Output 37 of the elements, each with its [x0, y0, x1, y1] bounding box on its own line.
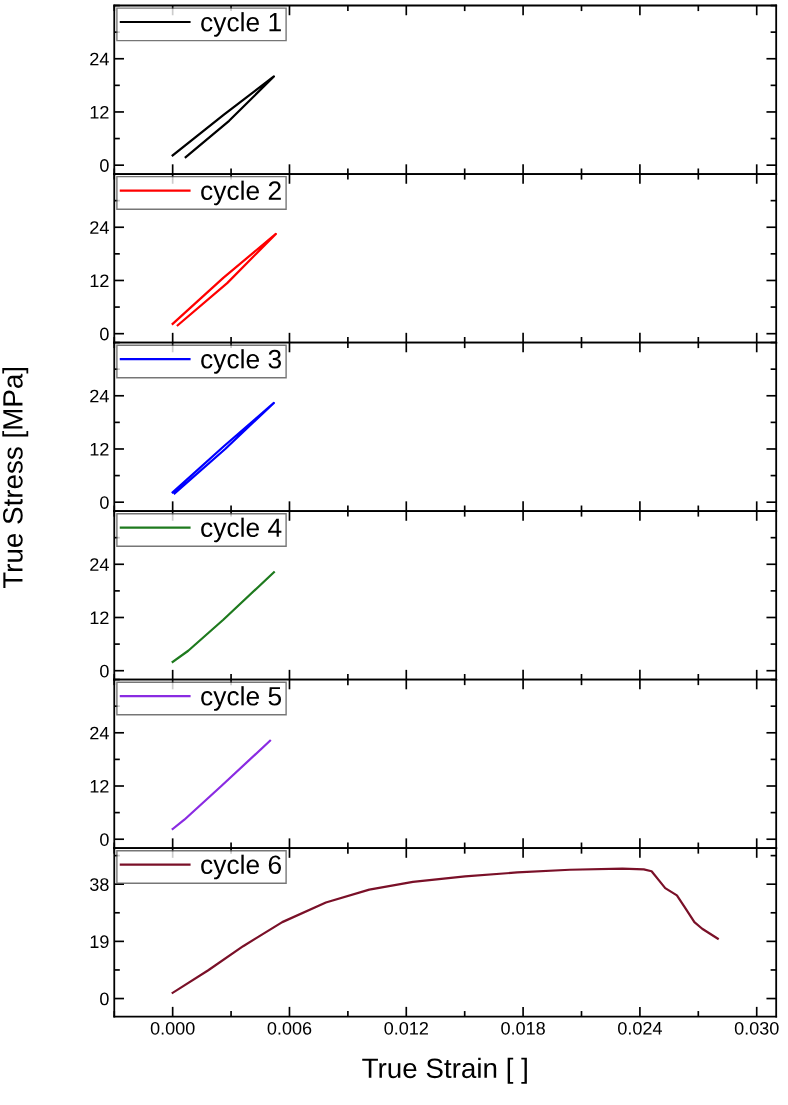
legend-label: cycle 2: [201, 180, 281, 206]
line-series: [171, 232, 277, 327]
line-series: [171, 739, 272, 831]
y-tick-label: 19: [90, 935, 109, 949]
y-tick-label: 24: [90, 726, 109, 740]
x-tick-label: 0.024: [618, 1021, 662, 1035]
x-tick-label: 0.000: [150, 1021, 195, 1035]
y-tick-label: 24: [90, 389, 109, 403]
legend-label: cycle 6: [201, 854, 281, 880]
y-tick-label: 38: [90, 878, 109, 891]
y-tick-label: 0: [100, 327, 109, 341]
legend-label: cycle 4: [201, 517, 282, 543]
y-tick-label: 24: [90, 52, 109, 66]
y-tick-label: 0: [100, 992, 109, 1006]
y-axis-title: True Stress [MPa]: [2, 367, 29, 589]
x-tick-label: 0.018: [501, 1021, 545, 1035]
line-series: [171, 401, 276, 495]
y-tick-label: 24: [90, 558, 109, 571]
line-series: [171, 75, 276, 159]
y-tick-label: 0: [100, 159, 109, 172]
x-tick-label: 0.006: [267, 1021, 312, 1035]
line-series: [171, 571, 276, 663]
x-axis-title: True Strain [ ]: [362, 1057, 527, 1084]
legend-label: cycle 3: [201, 349, 281, 374]
x-tick-label: 0.012: [384, 1021, 428, 1035]
y-tick-label: 24: [90, 221, 109, 234]
y-tick-label: 12: [90, 274, 109, 288]
y-tick-label: 0: [100, 664, 109, 678]
y-tick-label: 0: [100, 496, 109, 509]
y-tick-label: 0: [100, 833, 109, 846]
legend-label: cycle 5: [201, 686, 282, 711]
y-tick-label: 12: [90, 779, 109, 793]
x-tick-label: 0.030: [734, 1021, 779, 1035]
y-tick-label: 12: [90, 105, 109, 119]
y-tick-label: 12: [90, 611, 109, 625]
legend-label: cycle 1: [201, 12, 281, 37]
y-tick-label: 12: [90, 442, 109, 456]
